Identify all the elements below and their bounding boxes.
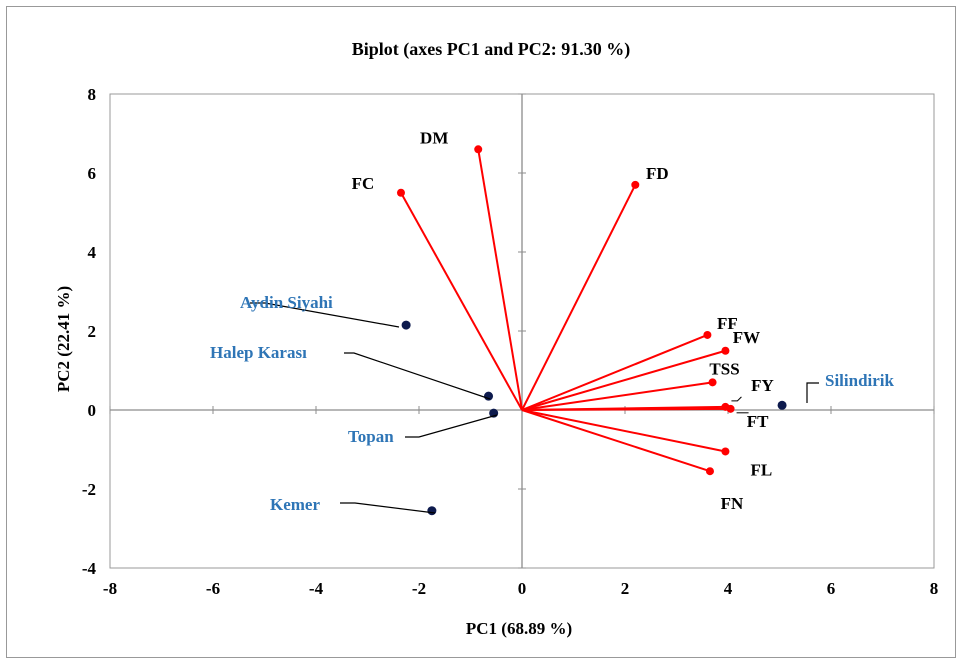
observation-label: Aydin Siyahi xyxy=(240,293,333,312)
variable-vector xyxy=(521,409,726,453)
y-tick-label: -2 xyxy=(82,480,96,499)
x-tick-label: -4 xyxy=(309,579,324,598)
observation-point xyxy=(484,391,494,401)
observation-point xyxy=(427,506,437,516)
variable-point xyxy=(721,346,730,355)
variable-point xyxy=(631,180,640,189)
variable-label: FF xyxy=(717,314,738,333)
variable-point xyxy=(474,145,483,154)
y-tick-label: 8 xyxy=(88,85,97,104)
y-tick-label: 4 xyxy=(88,243,97,262)
label-leader-line xyxy=(731,396,742,402)
x-tick-label: -8 xyxy=(103,579,117,598)
variable-vector xyxy=(521,184,637,411)
observation-point xyxy=(401,320,411,330)
observation-leader-line xyxy=(806,382,819,403)
variable-vector xyxy=(521,349,726,411)
chart-frame: Biplot (axes PC1 and PC2: 91.30 %) PC1 (… xyxy=(6,6,956,658)
variable-vector xyxy=(400,192,523,411)
biplot-chart: Biplot (axes PC1 and PC2: 91.30 %) PC1 (… xyxy=(54,39,938,638)
observation-label: Silindirik xyxy=(825,371,895,390)
variable-label: FW xyxy=(733,328,760,347)
variable-label: FL xyxy=(751,460,773,479)
observation-leader-line xyxy=(344,352,491,400)
observation-point xyxy=(777,400,787,410)
variable-vector xyxy=(521,409,711,473)
x-tick-label: 4 xyxy=(724,579,733,598)
y-tick-label: -4 xyxy=(82,559,97,578)
observation-leader-line xyxy=(405,414,498,438)
variable-point xyxy=(396,188,405,197)
observation-leader-line xyxy=(340,502,436,514)
variable-point xyxy=(708,378,717,387)
variable-vector xyxy=(521,407,731,411)
variable-label: FD xyxy=(646,164,669,183)
x-tick-label: 0 xyxy=(518,579,527,598)
observation-leader-line xyxy=(250,302,400,328)
x-axis-label: PC1 (68.89 %) xyxy=(466,619,572,638)
axes-layer: -8 -6 -4 -2 0 2 4 6 8 -4 -2 0 2 4 6 8 xyxy=(82,85,938,598)
y-tick-label: 2 xyxy=(88,322,97,341)
variable-label: FC xyxy=(352,174,375,193)
variable-label: FN xyxy=(721,494,744,513)
variable-point xyxy=(726,404,735,413)
y-tick-label: 0 xyxy=(88,401,97,420)
variable-label: TSS xyxy=(709,359,739,378)
x-tick-label: 2 xyxy=(621,579,630,598)
variable-vector xyxy=(477,149,523,411)
x-tick-label: -6 xyxy=(206,579,220,598)
y-axis-label: PC2 (22.41 %) xyxy=(54,286,73,392)
x-tick-label: 6 xyxy=(827,579,836,598)
variable-vector xyxy=(521,381,713,411)
variable-point xyxy=(721,447,730,456)
vectors-layer xyxy=(396,145,735,476)
variable-point xyxy=(705,467,714,476)
variable-vector xyxy=(521,334,708,411)
chart-title: Biplot (axes PC1 and PC2: 91.30 %) xyxy=(352,39,631,60)
x-tick-label: -2 xyxy=(412,579,426,598)
observation-label: Kemer xyxy=(270,495,320,514)
variable-point xyxy=(703,330,712,339)
variable-label: FT xyxy=(747,412,769,431)
x-tick-label: 8 xyxy=(930,579,939,598)
y-tick-label: 6 xyxy=(88,164,97,183)
variable-label: FY xyxy=(751,376,774,395)
variable-label: DM xyxy=(420,128,448,147)
observation-label: Halep Karası xyxy=(210,343,307,362)
observations-layer xyxy=(401,320,787,516)
observation-label: Topan xyxy=(348,427,394,446)
